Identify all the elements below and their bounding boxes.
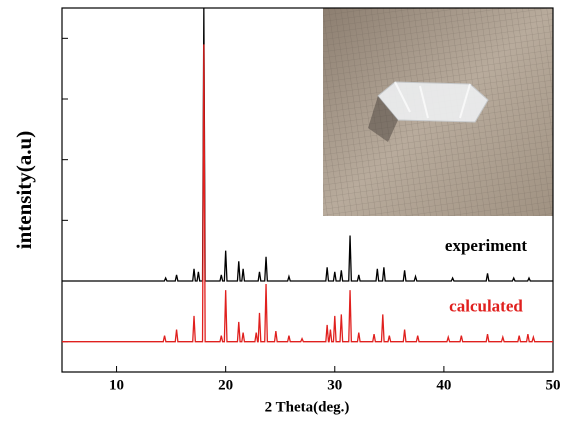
y-axis-label: intensity(a.u) — [12, 131, 36, 249]
x-tick-label: 10 — [109, 377, 124, 393]
series-line — [62, 44, 553, 343]
x-tick-label: 40 — [436, 377, 451, 393]
series-line — [62, 7, 553, 282]
series-label: calculated — [449, 297, 523, 316]
inset-photo — [323, 8, 553, 216]
x-tick-label: 50 — [546, 377, 561, 393]
x-tick-label: 30 — [327, 377, 342, 393]
plot-frame — [61, 7, 554, 373]
x-tick-label: 20 — [218, 377, 233, 393]
series-label: experiment — [445, 236, 527, 255]
x-axis-label: 2 Theta(deg.) — [265, 399, 350, 415]
